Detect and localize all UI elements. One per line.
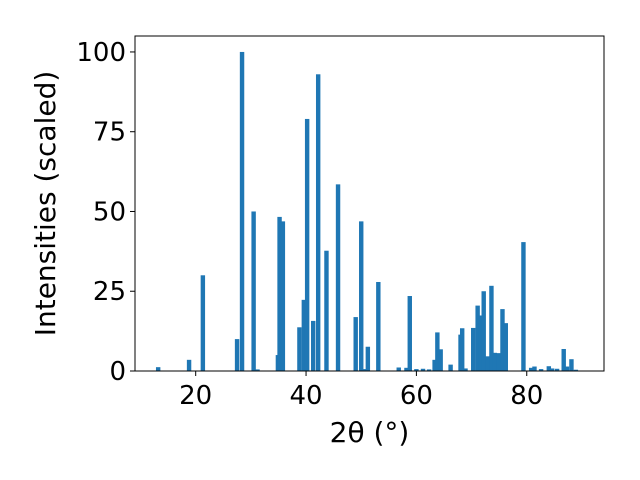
bar <box>546 366 552 371</box>
x-tick-label: 60 <box>400 381 433 411</box>
y-tick-label: 0 <box>109 357 126 387</box>
bar <box>407 296 412 371</box>
bar <box>311 320 316 371</box>
bar <box>304 118 310 371</box>
bar <box>438 349 443 371</box>
bar <box>492 352 497 371</box>
bar <box>463 368 468 371</box>
bar <box>569 359 574 371</box>
bar <box>404 367 409 371</box>
bar <box>471 327 476 371</box>
bar <box>448 364 453 371</box>
bar <box>365 346 371 371</box>
x-tick-label: 80 <box>510 381 543 411</box>
bar <box>554 368 560 371</box>
bar <box>301 299 307 371</box>
bar <box>549 368 555 371</box>
bar <box>277 216 282 371</box>
bar <box>420 368 426 371</box>
bar <box>239 51 245 371</box>
bar <box>234 339 240 371</box>
bar <box>532 366 537 371</box>
bar <box>251 211 256 371</box>
bar <box>315 74 321 371</box>
y-axis-label: Intensities (scaled) <box>29 71 62 337</box>
bar <box>359 221 364 371</box>
x-axis-label: 2θ (°) <box>330 416 410 449</box>
bar <box>496 353 501 371</box>
bars-group <box>155 51 579 371</box>
x-tick-label: 40 <box>290 381 323 411</box>
bar <box>475 305 480 371</box>
y-tick-label: 50 <box>93 197 126 227</box>
bar <box>324 250 329 371</box>
x-tick-label: 20 <box>179 381 212 411</box>
y-tick-label: 100 <box>76 38 126 68</box>
bar <box>521 242 526 371</box>
bar <box>255 369 260 371</box>
bar <box>376 281 381 371</box>
bar <box>489 285 494 371</box>
bar <box>573 369 579 371</box>
plot-frame <box>134 35 605 372</box>
bar <box>435 332 440 371</box>
bar <box>414 369 419 371</box>
bar <box>459 328 465 371</box>
bar <box>500 309 505 371</box>
bar <box>280 221 286 371</box>
y-axis-ticks: 0 25 50 75 100 <box>76 38 135 387</box>
bar <box>353 317 358 371</box>
bar <box>432 359 437 371</box>
bar <box>478 315 483 371</box>
bar <box>297 327 302 371</box>
bar <box>396 367 401 371</box>
y-tick-label: 75 <box>93 118 126 148</box>
bar <box>528 367 534 371</box>
bar <box>426 369 432 371</box>
bar <box>361 369 367 371</box>
bar <box>564 366 570 371</box>
bar <box>200 275 206 371</box>
bar <box>186 359 192 371</box>
x-axis-ticks: 20 40 60 80 <box>179 371 543 411</box>
bar <box>503 323 508 371</box>
bar <box>155 367 161 371</box>
bar <box>561 348 566 371</box>
y-tick-label: 25 <box>93 277 126 307</box>
bar <box>481 291 486 371</box>
bar <box>485 356 490 371</box>
bar <box>538 369 544 371</box>
bar <box>335 184 341 371</box>
